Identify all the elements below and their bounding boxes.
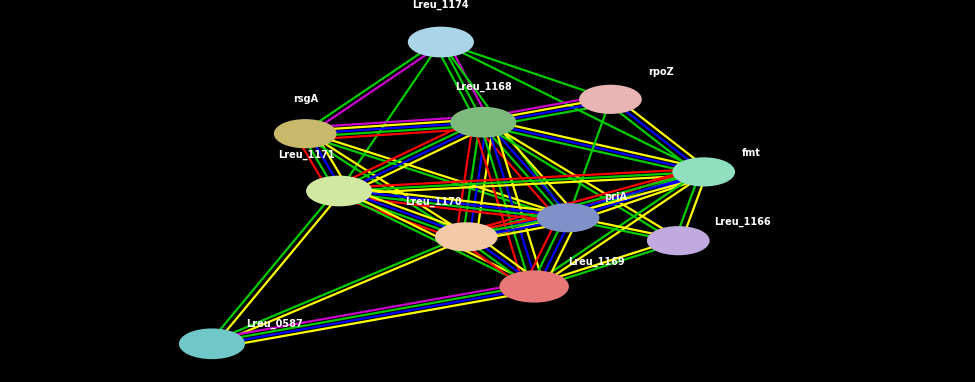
- Text: rsgA: rsgA: [292, 94, 318, 104]
- Text: Lreu_1166: Lreu_1166: [714, 217, 770, 227]
- Circle shape: [275, 120, 335, 147]
- Circle shape: [451, 108, 516, 137]
- Text: Lreu_1174: Lreu_1174: [412, 0, 469, 10]
- Text: Lreu_0587: Lreu_0587: [246, 319, 302, 329]
- Text: rpoZ: rpoZ: [648, 67, 675, 77]
- Circle shape: [436, 223, 497, 251]
- Text: Lreu_1168: Lreu_1168: [455, 81, 512, 92]
- Circle shape: [580, 86, 641, 113]
- Text: Lreu_1170: Lreu_1170: [406, 197, 462, 207]
- Text: Lreu_1171: Lreu_1171: [278, 150, 334, 160]
- Circle shape: [537, 204, 599, 231]
- Circle shape: [409, 28, 473, 57]
- Circle shape: [307, 176, 371, 206]
- Text: fmt: fmt: [742, 148, 760, 158]
- Circle shape: [500, 271, 568, 302]
- Circle shape: [673, 158, 734, 186]
- Circle shape: [647, 227, 709, 254]
- Text: Lreu_1169: Lreu_1169: [568, 257, 625, 267]
- Circle shape: [179, 329, 244, 358]
- Text: priA: priA: [604, 192, 627, 202]
